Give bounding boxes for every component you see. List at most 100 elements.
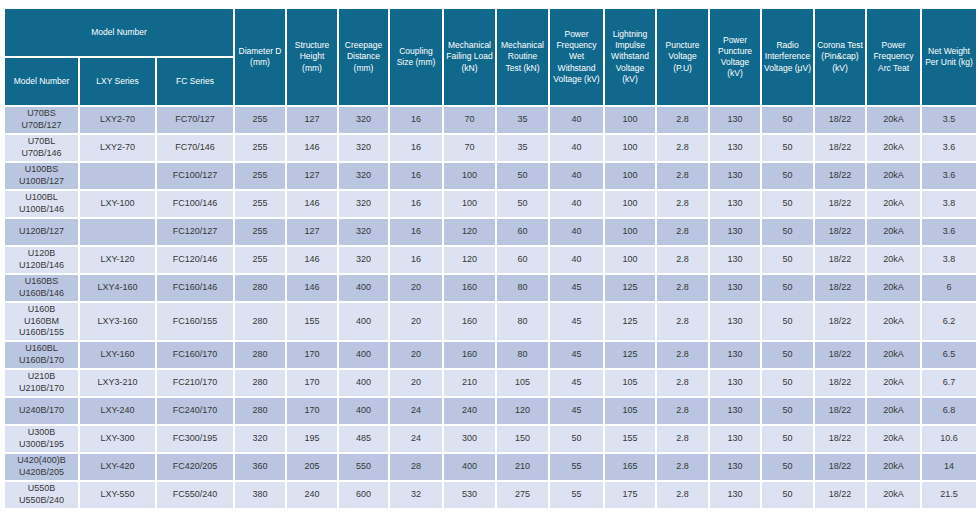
- table-cell: 100: [604, 106, 656, 134]
- table-row: U100BL U100B/146LXY-100FC100/14625514632…: [4, 190, 977, 218]
- table-cell: 120: [443, 218, 496, 246]
- table-cell: 45: [549, 341, 604, 369]
- table-row: U100BS U100B/127FC100/127255127320161005…: [4, 162, 977, 190]
- column-header: Lightning Impulse Withstand Voltage (kV): [604, 8, 656, 106]
- table-cell: 20kA: [866, 274, 921, 302]
- table-cell: 130: [709, 218, 761, 246]
- table-cell: LXY4-160: [79, 274, 156, 302]
- table-cell: 20kA: [866, 425, 921, 453]
- table-cell: LXY-420: [79, 453, 156, 481]
- table-cell: 2.8: [656, 134, 709, 162]
- table-cell: 2.8: [656, 190, 709, 218]
- table-row: U160BL U160B/170LXY-160FC160/17028017040…: [4, 341, 977, 369]
- table-cell: 50: [496, 190, 549, 218]
- table-cell: 50: [549, 425, 604, 453]
- table-cell: 20kA: [866, 481, 921, 509]
- table-cell: 18/22: [814, 302, 866, 341]
- table-cell: 24: [389, 397, 443, 425]
- table-cell: 45: [549, 369, 604, 397]
- page: { "colors": { "header_bg": "#10698c", "h…: [0, 0, 980, 514]
- table-cell: 40: [549, 190, 604, 218]
- table-cell: 100: [604, 246, 656, 274]
- column-subheader: LXY Series: [79, 57, 156, 106]
- table-row: U70BL U70B/146LXY2-70FC70/14625514632016…: [4, 134, 977, 162]
- model-number-cell: U70BS U70B/127: [4, 106, 79, 134]
- table-cell: 600: [338, 481, 389, 509]
- table-cell: 20kA: [866, 397, 921, 425]
- table-cell: 100: [604, 190, 656, 218]
- table-cell: 18/22: [814, 341, 866, 369]
- table-cell: 80: [496, 341, 549, 369]
- table-cell: 50: [761, 481, 814, 509]
- table-cell: 255: [234, 218, 286, 246]
- table-cell: 20: [389, 274, 443, 302]
- table-cell: 18/22: [814, 218, 866, 246]
- table-cell: 20kA: [866, 190, 921, 218]
- column-header: Power Puncture Voltage (kV): [709, 8, 761, 106]
- table-row: U550B U550B/240LXY-550FC550/240380240600…: [4, 481, 977, 509]
- table-cell: FC420/205: [156, 453, 234, 481]
- model-number-cell: U210B U210B/170: [4, 369, 79, 397]
- table-cell: 210: [443, 369, 496, 397]
- table-cell: 10.6: [921, 425, 977, 453]
- table-cell: 130: [709, 369, 761, 397]
- table-cell: 160: [443, 302, 496, 341]
- table-cell: 170: [286, 397, 338, 425]
- table-cell: 20: [389, 369, 443, 397]
- table-cell: 320: [338, 134, 389, 162]
- table-cell: FC160/146: [156, 274, 234, 302]
- table-cell: 14: [921, 453, 977, 481]
- table-cell: 195: [286, 425, 338, 453]
- table-cell: 18/22: [814, 481, 866, 509]
- table-cell: 130: [709, 453, 761, 481]
- table-cell: 127: [286, 162, 338, 190]
- column-subheader: Model Number: [4, 57, 79, 106]
- spec-table: Model NumberDiameter D (mm)Structure Hei…: [4, 8, 977, 509]
- table-cell: 210: [496, 453, 549, 481]
- table-cell: LXY2-70: [79, 134, 156, 162]
- table-cell: 155: [286, 302, 338, 341]
- column-header: Creepage Distance (mm): [338, 8, 389, 106]
- header-row-top: Model NumberDiameter D (mm)Structure Hei…: [4, 8, 977, 57]
- table-cell: 50: [761, 274, 814, 302]
- table-cell: 400: [338, 302, 389, 341]
- table-cell: 16: [389, 134, 443, 162]
- table-row: U210B U210B/170LXY3-210FC210/17028017040…: [4, 369, 977, 397]
- table-cell: 16: [389, 106, 443, 134]
- table-cell: 380: [234, 481, 286, 509]
- table-row: U160B U160BM U160B/155LXY3-160FC160/1552…: [4, 302, 977, 341]
- table-cell: 45: [549, 397, 604, 425]
- table-cell: 400: [443, 453, 496, 481]
- table-cell: 320: [338, 246, 389, 274]
- table-cell: 18/22: [814, 134, 866, 162]
- table-cell: 32: [389, 481, 443, 509]
- table-cell: 20kA: [866, 341, 921, 369]
- table-cell: 255: [234, 162, 286, 190]
- table-cell: 360: [234, 453, 286, 481]
- column-header: Mechanical Failing Load (kN): [443, 8, 496, 106]
- table-cell: LXY-120: [79, 246, 156, 274]
- table-cell: 127: [286, 218, 338, 246]
- table-cell: 18/22: [814, 106, 866, 134]
- column-header: Puncture Voltage (P.U): [656, 8, 709, 106]
- table-cell: 146: [286, 190, 338, 218]
- column-header-model-number-group: Model Number: [4, 8, 234, 57]
- table-cell: 146: [286, 274, 338, 302]
- table-cell: 280: [234, 274, 286, 302]
- table-cell: 300: [443, 425, 496, 453]
- table-cell: 2.8: [656, 302, 709, 341]
- table-cell: 50: [761, 162, 814, 190]
- table-row: U160BS U160B/146LXY4-160FC160/1462801464…: [4, 274, 977, 302]
- table-cell: 35: [496, 106, 549, 134]
- model-number-cell: U240B/170: [4, 397, 79, 425]
- table-cell: 3.8: [921, 246, 977, 274]
- table-cell: 20kA: [866, 106, 921, 134]
- table-cell: 400: [338, 274, 389, 302]
- table-cell: 280: [234, 369, 286, 397]
- table-cell: 18/22: [814, 397, 866, 425]
- table-cell: 127: [286, 106, 338, 134]
- table-cell: 320: [338, 190, 389, 218]
- table-cell: 130: [709, 481, 761, 509]
- table-cell: 6.7: [921, 369, 977, 397]
- table-cell: 100: [604, 134, 656, 162]
